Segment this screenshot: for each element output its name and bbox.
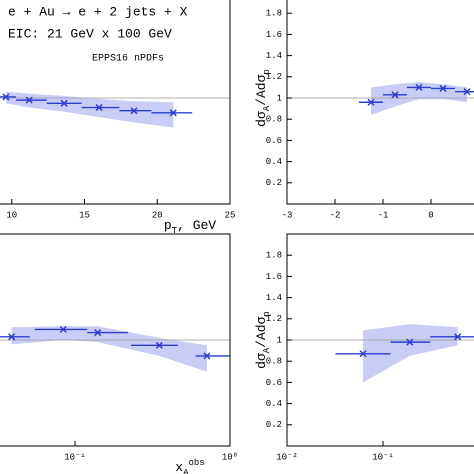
marker bbox=[415, 83, 423, 91]
axis-label-part: obs bbox=[189, 458, 205, 468]
x-tick-label: -3 bbox=[282, 210, 293, 220]
axis-label-part: p bbox=[164, 218, 172, 233]
marker bbox=[406, 338, 414, 346]
marker bbox=[2, 93, 10, 101]
axis-label: pT, GeV bbox=[164, 218, 216, 236]
marker bbox=[439, 84, 447, 92]
annotation: EIC: 21 GeV x 100 GeV bbox=[8, 26, 172, 41]
uncertainty-band bbox=[5, 91, 174, 128]
axis-label-part: dσ bbox=[254, 353, 269, 369]
axis-label-part: x bbox=[175, 460, 183, 474]
marker bbox=[359, 350, 367, 358]
x-tick-label: 15 bbox=[79, 210, 90, 220]
marker bbox=[454, 333, 462, 341]
plot-area bbox=[0, 325, 230, 372]
axis-label-part: , GeV bbox=[177, 218, 216, 233]
x-tick-label: 0 bbox=[428, 210, 433, 220]
marker bbox=[391, 91, 399, 99]
marker bbox=[367, 98, 375, 106]
axis-label-part: /Adσ bbox=[254, 316, 269, 347]
marker bbox=[25, 96, 33, 104]
uncertainty-band bbox=[371, 82, 467, 115]
axis-label-part: p bbox=[262, 311, 272, 316]
y-tick-label: 1.2 bbox=[266, 314, 282, 324]
y-tick-label: 0.2 bbox=[266, 420, 282, 430]
x-tick-label: 10⁻¹ bbox=[372, 452, 394, 462]
axis-label-part: /Adσ bbox=[254, 74, 269, 105]
y-tick-label: 0.4 bbox=[266, 399, 282, 409]
plot-area bbox=[287, 82, 474, 115]
x-tick-label: 10⁰ bbox=[222, 452, 238, 462]
marker bbox=[169, 109, 177, 117]
marker bbox=[95, 104, 103, 112]
y-tick-label: 0.2 bbox=[266, 178, 282, 188]
annotation: EPPS16 nPDFs bbox=[92, 54, 164, 65]
frame bbox=[0, 233, 231, 447]
y-tick-label: 1 bbox=[277, 93, 282, 103]
marker bbox=[60, 99, 68, 107]
uncertainty-band bbox=[11, 326, 207, 372]
axis-label-part: p bbox=[262, 69, 272, 74]
plot-area bbox=[0, 91, 230, 128]
marker bbox=[130, 107, 138, 115]
x-tick-label: 25 bbox=[225, 210, 236, 220]
uncertainty-band bbox=[363, 324, 458, 383]
axis-label-part: dσ bbox=[254, 111, 269, 127]
y-tick-label: 0.6 bbox=[266, 378, 282, 388]
axis-label: dσA/Adσp bbox=[254, 69, 272, 127]
x-tick-label: 10⁻² bbox=[276, 452, 298, 462]
marker bbox=[94, 329, 102, 337]
marker bbox=[463, 88, 471, 96]
y-tick-label: 1.6 bbox=[266, 30, 282, 40]
y-tick-label: 1.8 bbox=[266, 251, 282, 261]
axis-label: dσA/Adσp bbox=[254, 311, 272, 369]
y-tick-label: 1.4 bbox=[266, 51, 282, 61]
y-tick-label: 1 bbox=[277, 335, 282, 345]
y-tick-label: 0.8 bbox=[266, 115, 282, 125]
y-tick-label: 1.6 bbox=[266, 272, 282, 282]
marker bbox=[59, 325, 67, 333]
y-tick-label: 1.2 bbox=[266, 72, 282, 82]
y-tick-label: 1.8 bbox=[266, 9, 282, 19]
x-tick-label: 20 bbox=[152, 210, 163, 220]
plot-area bbox=[287, 324, 474, 383]
axis-label-part: A bbox=[183, 468, 189, 474]
axis-label-part: T bbox=[172, 226, 178, 236]
axis-label: xAobs bbox=[175, 458, 204, 474]
marker bbox=[8, 333, 16, 341]
y-tick-label: 0.8 bbox=[266, 357, 282, 367]
y-tick-label: 0.4 bbox=[266, 157, 282, 167]
x-tick-label: 10 bbox=[6, 210, 17, 220]
axis-label-part: A bbox=[262, 105, 272, 111]
y-tick-label: 1.4 bbox=[266, 293, 282, 303]
x-tick-label: 10⁻¹ bbox=[64, 452, 86, 462]
axis-label-part: A bbox=[262, 347, 272, 353]
annotation: e + Au → e + 2 jets + X bbox=[8, 4, 188, 19]
x-tick-label: -1 bbox=[378, 210, 389, 220]
marker bbox=[203, 352, 211, 360]
y-tick-label: 0.6 bbox=[266, 136, 282, 146]
marker bbox=[155, 341, 163, 349]
x-tick-label: -2 bbox=[330, 210, 341, 220]
